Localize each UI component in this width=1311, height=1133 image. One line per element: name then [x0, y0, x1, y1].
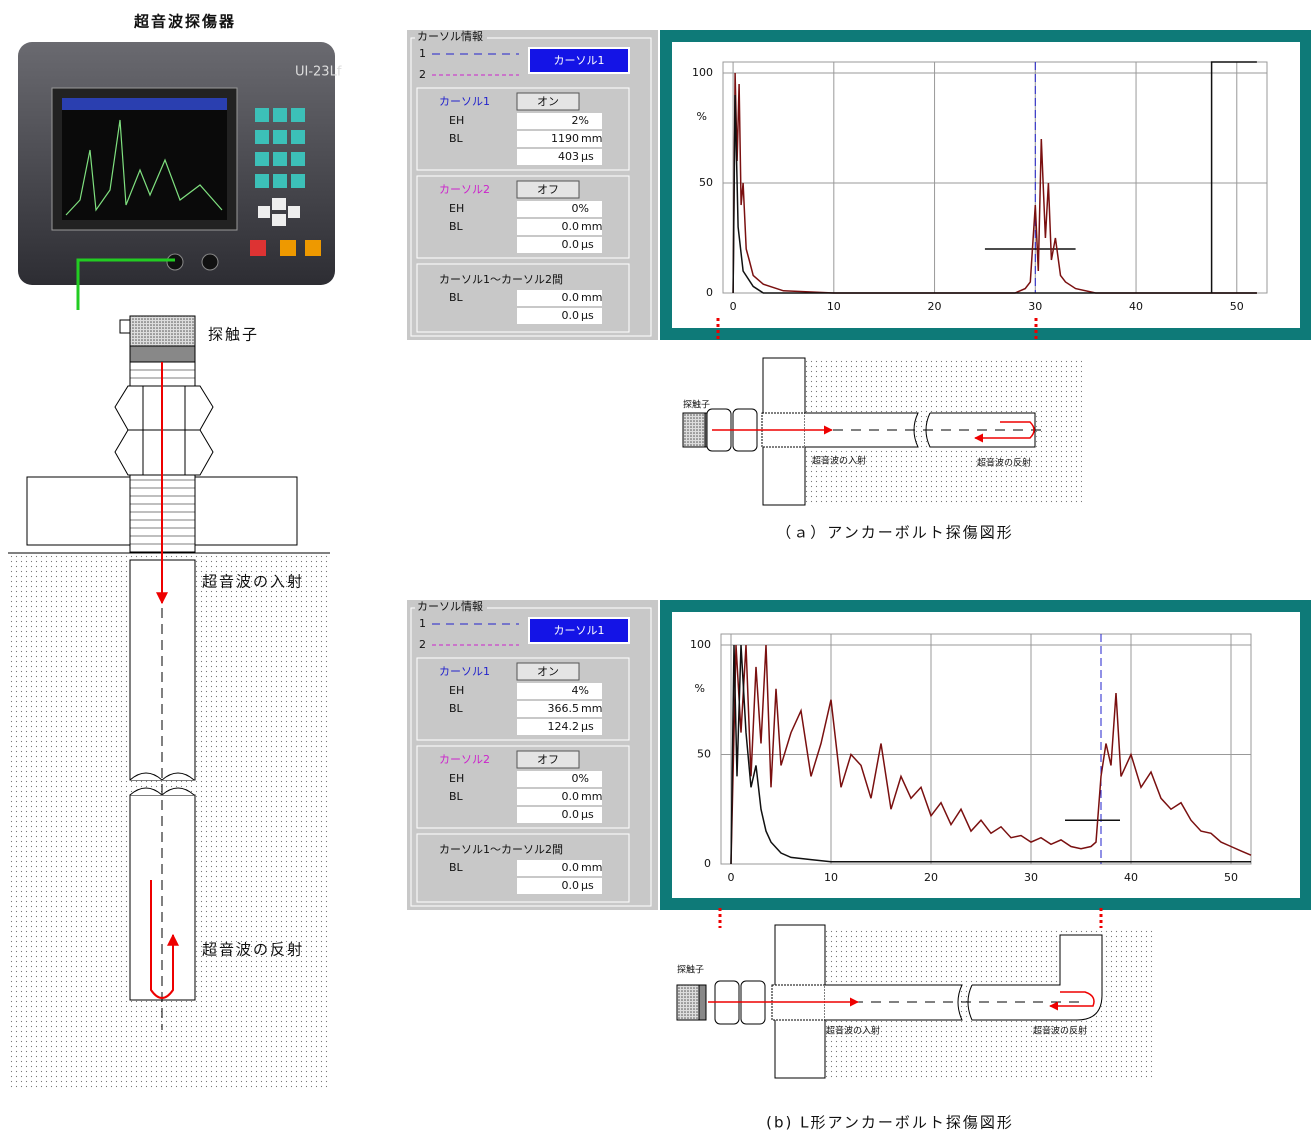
- group-name: カーソル2: [439, 183, 490, 196]
- line1-label: 1: [419, 617, 426, 630]
- value-box: [517, 201, 602, 217]
- y-tick-label: 100: [692, 66, 713, 79]
- x-tick-label: 20: [928, 300, 942, 313]
- unit: μs: [581, 238, 594, 251]
- bolt-diagram: 探触子 超音波の入射 超音波の反射: [8, 316, 330, 1090]
- unit: mm: [581, 702, 602, 715]
- state-label: オン: [537, 665, 559, 678]
- page: 超音波探傷器 UI-23Lf 探触子 超音波の入射 超音波の反射 （ａ）アンカー…: [0, 0, 1311, 1133]
- caption-a: （ａ）アンカーボルト探傷図形: [776, 524, 1013, 542]
- reflection-label: 超音波の反射: [202, 941, 304, 959]
- value: 2%: [572, 114, 589, 127]
- bl-label: BL: [449, 702, 464, 715]
- x-tick-label: 10: [824, 871, 838, 884]
- group-name: カーソル1: [439, 665, 490, 678]
- value: 0.0: [562, 291, 580, 304]
- probe-label: 探触子: [677, 964, 704, 976]
- value: 366.5: [548, 702, 580, 715]
- panel-heading: カーソル情報: [417, 600, 483, 613]
- value: 0.0: [562, 879, 580, 892]
- value: 0%: [572, 772, 589, 785]
- reflection-label: 超音波の反射: [977, 457, 1031, 469]
- unit: mm: [581, 132, 602, 145]
- cursor-button-label: カーソル1: [554, 624, 605, 637]
- device-title: 超音波探傷器: [133, 13, 236, 31]
- unit: μs: [581, 879, 594, 892]
- panel-heading: カーソル情報: [417, 30, 483, 43]
- value: 4%: [572, 684, 589, 697]
- eh-label: EH: [449, 202, 464, 215]
- x-tick-label: 40: [1129, 300, 1143, 313]
- probe-label: 探触子: [683, 399, 710, 411]
- eh-label: EH: [449, 772, 464, 785]
- value: 0.0: [562, 220, 580, 233]
- unit: mm: [581, 291, 602, 304]
- x-tick-label: 50: [1224, 871, 1238, 884]
- x-tick-label: 40: [1124, 871, 1138, 884]
- reflection-label: 超音波の反射: [1033, 1025, 1087, 1037]
- unit: mm: [581, 220, 602, 233]
- value: 124.2: [548, 720, 580, 733]
- value: 0.0: [562, 790, 580, 803]
- unit: μs: [581, 808, 594, 821]
- group-name: カーソル1: [439, 95, 490, 108]
- value-box: [517, 113, 602, 129]
- device-model: UI-23Lf: [295, 65, 342, 80]
- probe: [683, 413, 705, 447]
- device: UI-23Lf: [18, 42, 342, 285]
- bl-label: BL: [449, 790, 464, 803]
- incident-label: 超音波の入射: [812, 455, 866, 467]
- y-tick-label: 100: [690, 638, 711, 651]
- state-label: オフ: [537, 183, 559, 196]
- value: 0.0: [562, 238, 580, 251]
- y-tick-label: 50: [699, 176, 713, 189]
- x-tick-label: 30: [1028, 300, 1042, 313]
- group-name: カーソル2: [439, 753, 490, 766]
- value: 0.0: [562, 861, 580, 874]
- line2-label: 2: [419, 68, 426, 81]
- group-name: カーソル1～カーソル2間: [439, 273, 563, 286]
- unit: μs: [581, 720, 594, 733]
- y-tick-label: 50: [697, 747, 711, 760]
- line2-label: 2: [419, 638, 426, 651]
- cursor-button-label: カーソル1: [554, 54, 605, 67]
- bl-label: BL: [449, 132, 464, 145]
- probe-label: 探触子: [208, 326, 259, 344]
- incident-label: 超音波の入射: [826, 1025, 880, 1037]
- eh-label: EH: [449, 114, 464, 127]
- value-box: [517, 683, 602, 699]
- probe-base: [699, 985, 706, 1020]
- eh-label: EH: [449, 684, 464, 697]
- y-tick-label: 0: [706, 286, 713, 299]
- unit: μs: [581, 150, 594, 163]
- value: 1190: [551, 132, 579, 145]
- value: 0.0: [562, 808, 580, 821]
- y-axis-label: %: [697, 110, 707, 123]
- state-label: オフ: [537, 753, 559, 766]
- x-tick-label: 50: [1230, 300, 1244, 313]
- value-box: [517, 771, 602, 787]
- bl-label: BL: [449, 220, 464, 233]
- value: 403: [558, 150, 579, 163]
- unit: μs: [581, 309, 594, 322]
- group-name: カーソル1～カーソル2間: [439, 843, 563, 856]
- x-tick-label: 20: [924, 871, 938, 884]
- line1-label: 1: [419, 47, 426, 60]
- unit: mm: [581, 861, 602, 874]
- bl-label: BL: [449, 291, 464, 304]
- state-label: オン: [537, 95, 559, 108]
- caption-b: (b) L形アンカーボルト探傷図形: [766, 1114, 1014, 1132]
- y-axis-label: %: [695, 682, 705, 695]
- unit: mm: [581, 790, 602, 803]
- x-tick-label: 0: [728, 871, 735, 884]
- x-tick-label: 0: [730, 300, 737, 313]
- value: 0.0: [562, 309, 580, 322]
- value: 0%: [572, 202, 589, 215]
- x-tick-label: 30: [1024, 871, 1038, 884]
- probe: [677, 985, 699, 1020]
- incident-label: 超音波の入射: [202, 573, 304, 591]
- y-tick-label: 0: [704, 857, 711, 870]
- bl-label: BL: [449, 861, 464, 874]
- x-tick-label: 10: [827, 300, 841, 313]
